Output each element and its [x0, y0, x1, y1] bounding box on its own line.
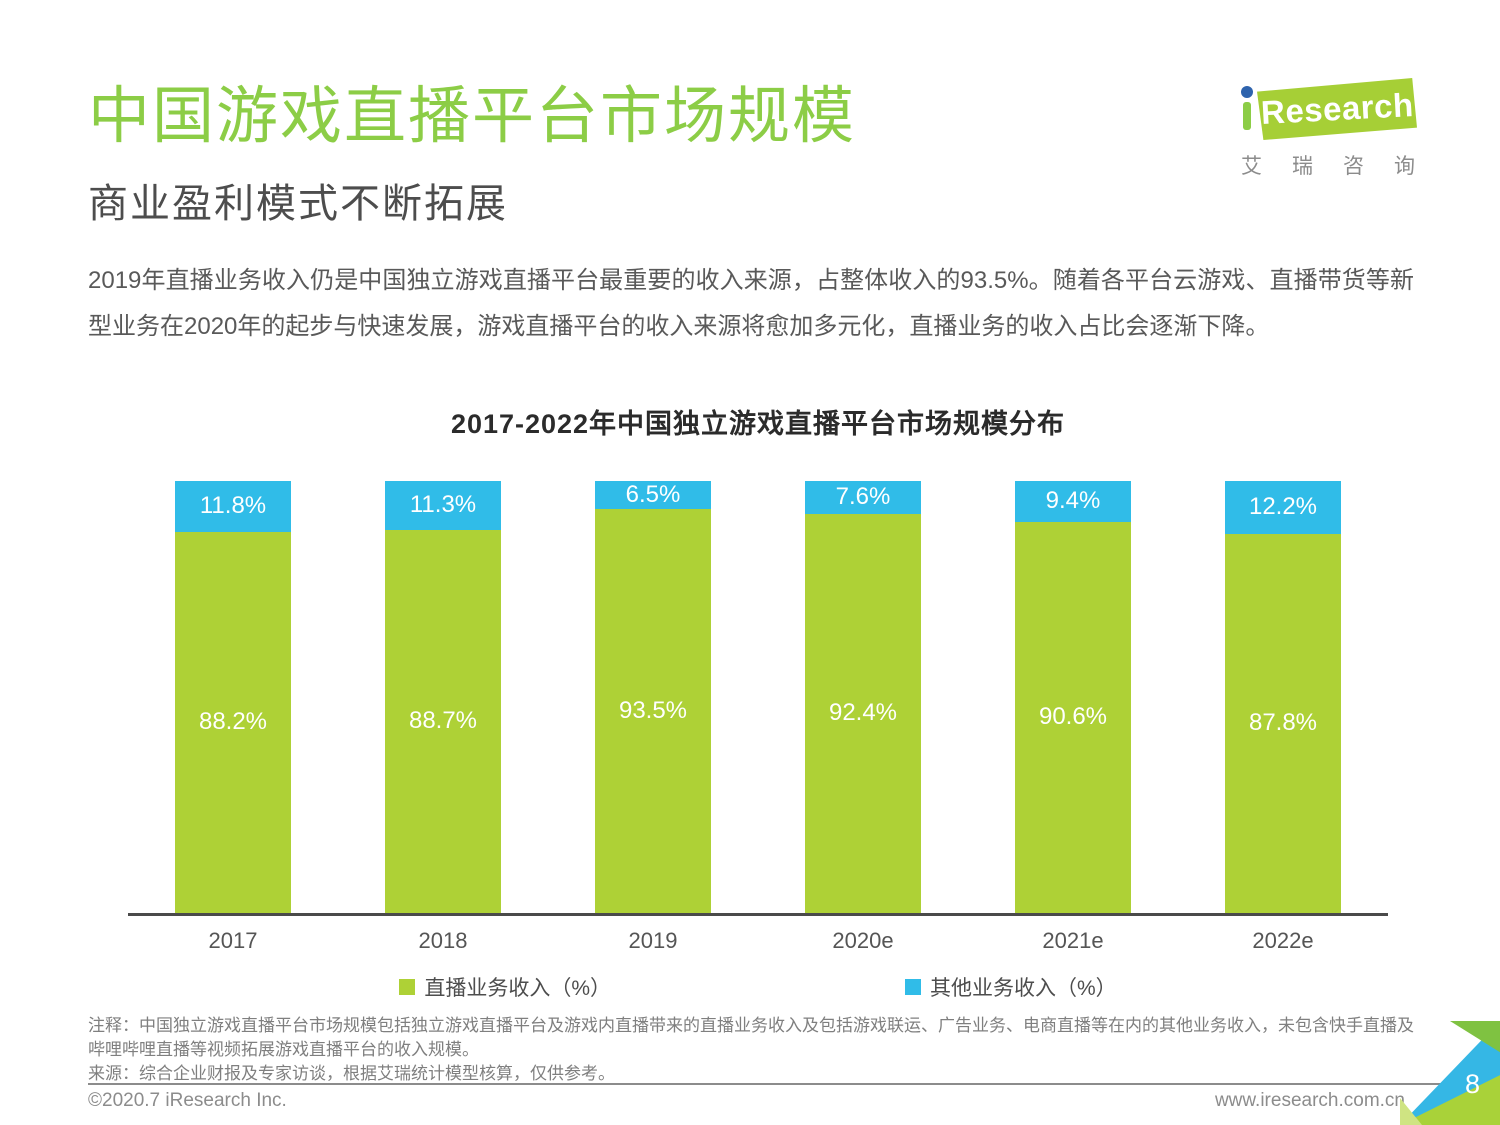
page-title: 中国游戏直播平台市场规模	[88, 82, 857, 151]
bar-segment-live: 90.6%	[1015, 521, 1131, 913]
stacked-bar: 9.4% 90.6%	[1015, 481, 1131, 913]
page-number: 8	[1464, 1069, 1480, 1099]
corner-decoration: 8	[1400, 1021, 1500, 1125]
logo-i-stem-icon	[1243, 102, 1251, 130]
logo-flag-shape: Research	[1257, 78, 1417, 140]
x-axis-labels: 2017 2018 2019 2020e 2021e 2022e	[128, 928, 1388, 954]
bar-segment-live: 88.2%	[175, 531, 291, 913]
plot-area: 11.8% 88.2% 11.3% 88.7% 6.5% 93.5% 7.6% 92.4% 9.…	[128, 481, 1388, 913]
note-text: 注释：中国独立游戏直播平台市场规模包括独立游戏直播平台及游戏内直播带来的直播业务…	[88, 1016, 1414, 1059]
bar-value-label: 90.6%	[1038, 703, 1108, 731]
chart-title: 2017-2022年中国独立游戏直播平台市场规模分布	[450, 409, 1066, 439]
bar-value-label: 88.7%	[408, 707, 478, 735]
bar-value-label: 11.8%	[199, 492, 267, 520]
x-tick-label: 2018	[418, 928, 468, 953]
bar-segment-other: 7.6%	[805, 481, 921, 514]
bar-column: 6.5% 93.5%	[548, 481, 758, 913]
bar-column: 9.4% 90.6%	[968, 481, 1178, 913]
bar-value-label: 12.2%	[1248, 493, 1318, 521]
bar-column: 12.2% 87.8%	[1178, 481, 1388, 913]
legend-label: 其他业务收入（%）	[930, 977, 1117, 1000]
bar-value-label: 87.8%	[1248, 709, 1318, 737]
legend-item-live-revenue: 直播业务收入（%）	[399, 972, 611, 1002]
bar-segment-live: 93.5%	[595, 509, 711, 913]
x-tick-label: 2019	[628, 928, 678, 953]
stacked-bar: 7.6% 92.4%	[805, 481, 921, 913]
bar-segment-other: 11.8%	[175, 481, 291, 532]
stacked-bar: 11.3% 88.7%	[385, 481, 501, 913]
stacked-bar: 11.8% 88.2%	[175, 481, 291, 913]
x-tick-label: 2020e	[832, 928, 894, 953]
bar-value-label: 9.4%	[1045, 487, 1101, 515]
x-tick-label: 2017	[208, 928, 258, 953]
legend-label: 直播业务收入（%）	[424, 977, 611, 1000]
source-text: 来源：综合企业财报及专家访谈，根据艾瑞统计模型核算，仅供参考。	[88, 1064, 615, 1083]
bar-segment-other: 9.4%	[1015, 481, 1131, 522]
legend-marker-blue-icon	[905, 979, 921, 995]
logo-brand-text: Research	[1259, 86, 1415, 131]
bar-segment-live: 88.7%	[385, 529, 501, 913]
iresearch-logo-mark: Research	[1241, 76, 1417, 142]
logo-i-dot-icon	[1241, 86, 1253, 98]
bar-segment-other: 12.2%	[1225, 481, 1341, 534]
bar-segment-live: 87.8%	[1225, 533, 1341, 913]
iresearch-logo: Research 艾瑞咨询	[1241, 76, 1417, 180]
bar-value-label: 92.4%	[828, 699, 898, 727]
x-axis-line	[128, 913, 1388, 916]
bar-segment-other: 6.5%	[595, 481, 711, 510]
chart-legend: 直播业务收入（%） 其他业务收入（%）	[128, 972, 1388, 1002]
bar-column: 11.8% 88.2%	[128, 481, 338, 913]
chart: 2017-2022年中国独立游戏直播平台市场规模分布 11.8% 88.2% 11.…	[128, 402, 1388, 1002]
stacked-bar: 12.2% 87.8%	[1225, 481, 1341, 913]
bar-value-label: 93.5%	[618, 697, 688, 725]
footer-copyright: ©2020.7 iResearch Inc.	[88, 1090, 287, 1111]
intro-paragraph: 2019年直播业务收入仍是中国独立游戏直播平台最重要的收入来源，占整体收入的93…	[88, 267, 1414, 340]
logo-brand-chinese: 艾瑞咨询	[1241, 155, 1445, 178]
page-subtitle: 商业盈利模式不断拓展	[88, 182, 508, 226]
stacked-bar: 6.5% 93.5%	[595, 481, 711, 913]
footer-website: www.iresearch.com.cn	[1214, 1090, 1405, 1111]
footnotes: 注释：中国独立游戏直播平台市场规模包括独立游戏直播平台及游戏内直播带来的直播业务…	[88, 1014, 1414, 1086]
legend-marker-green-icon	[399, 979, 416, 995]
footer-divider	[88, 1083, 1500, 1085]
bar-segment-other: 11.3%	[385, 481, 501, 530]
x-tick-label: 2021e	[1042, 928, 1104, 953]
bar-column: 7.6% 92.4%	[758, 481, 968, 913]
bar-value-label: 6.5%	[625, 481, 681, 509]
bar-value-label: 88.2%	[198, 708, 268, 736]
bar-segment-live: 92.4%	[805, 513, 921, 913]
legend-item-other-revenue: 其他业务收入（%）	[905, 972, 1117, 1002]
x-tick-label: 2022e	[1252, 928, 1314, 953]
bar-value-label: 7.6%	[835, 483, 891, 511]
bar-value-label: 11.3%	[409, 491, 477, 519]
bar-column: 11.3% 88.7%	[338, 481, 548, 913]
